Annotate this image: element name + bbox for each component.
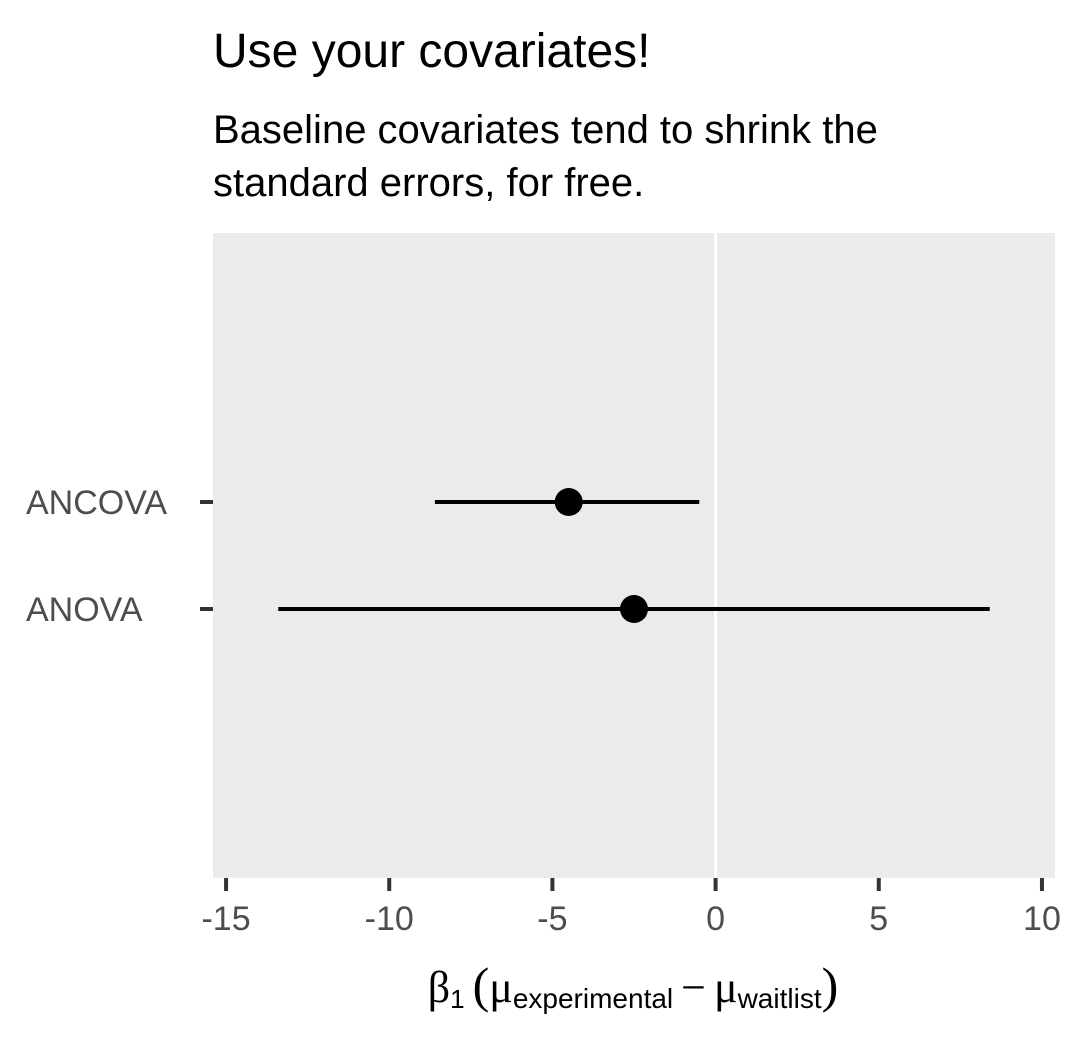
x-axis-label: β1 (μexperimental − μwaitlist) <box>428 957 839 1014</box>
chart-title: Use your covariates! <box>213 25 651 78</box>
chart-subtitle-line-2: standard errors, for free. <box>213 161 644 205</box>
x-tick-label: -10 <box>365 900 414 938</box>
x-tick-label: 0 <box>706 900 725 938</box>
y-tick-label: ANCOVA <box>26 484 167 522</box>
y-axis: ANCOVA ANOVA <box>26 484 213 629</box>
estimate-point-anova <box>620 595 648 623</box>
y-tick-label: ANOVA <box>26 591 143 629</box>
x-tick-label: -5 <box>537 900 567 938</box>
x-tick-label: -15 <box>201 900 250 938</box>
x-axis: -15 -10 -5 0 5 10 <box>201 878 1061 938</box>
x-tick-label: 10 <box>1023 900 1061 938</box>
x-tick-label: 5 <box>869 900 888 938</box>
plot-panel <box>213 233 1055 878</box>
estimate-point-ancova <box>554 488 583 516</box>
chart-subtitle-line-1: Baseline covariates tend to shrink the <box>213 108 878 152</box>
estimate-marks <box>278 488 990 623</box>
